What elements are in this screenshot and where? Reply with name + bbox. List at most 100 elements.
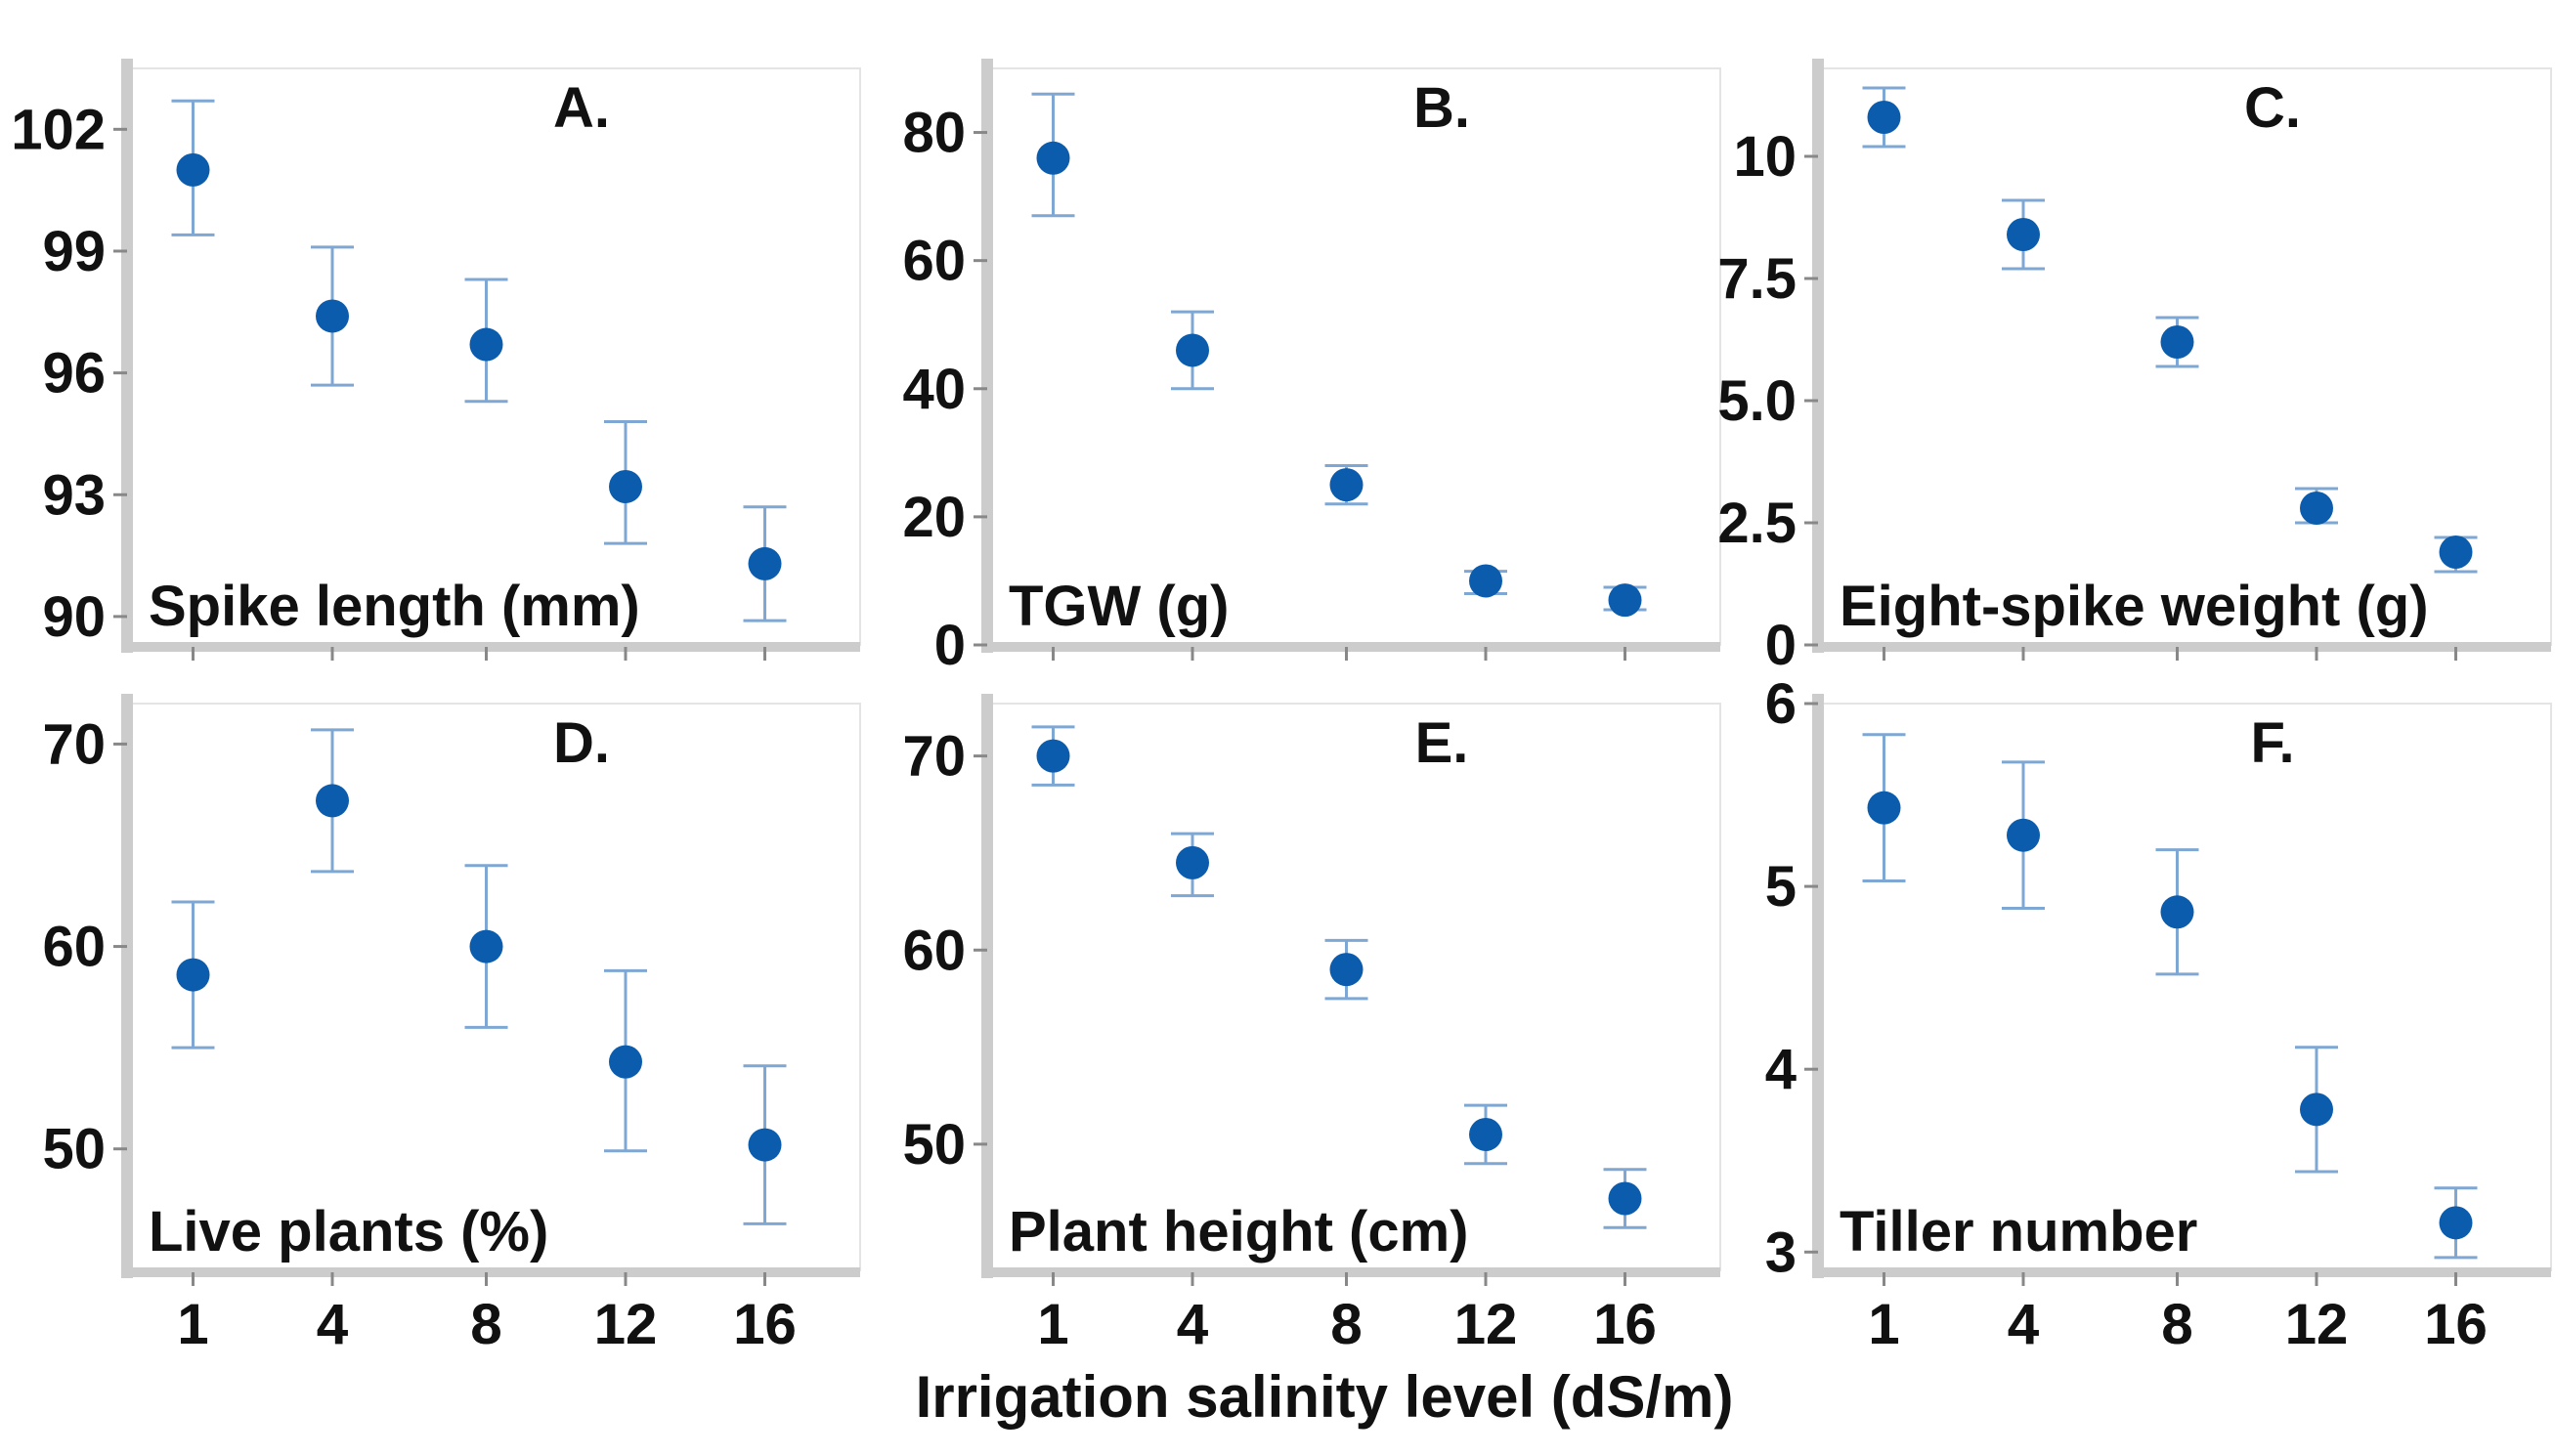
panel-d-x-tick-label: 16	[733, 1293, 797, 1356]
panel-d-data-point	[609, 1045, 642, 1079]
panel-e-data-point	[1176, 845, 1209, 879]
panel-a-x-tick-label: 16	[733, 1293, 797, 1356]
panel-d-x-tick-label: 4	[317, 1293, 348, 1356]
panel-f-data-point	[2160, 895, 2194, 929]
panel-d-x-tick-label: 8	[470, 1293, 501, 1356]
panel-e-x-tick-label: 16	[1593, 1293, 1657, 1356]
panel-a-y-tick-label: 99	[42, 220, 106, 283]
panel-c-x-tick-label: 8	[2161, 1293, 2192, 1356]
panel-b-x-tick-label: 1	[1037, 1293, 1068, 1356]
panel-f-x-tick-label: 8	[2161, 1293, 2192, 1356]
panel-f-x-tick-label: 12	[2285, 1293, 2349, 1356]
panel-e-letter: E.	[1415, 711, 1469, 775]
panel-b-data-point	[1469, 564, 1502, 598]
panel-a-data-point	[316, 299, 349, 333]
panel-a-letter: A.	[553, 76, 610, 140]
panel-f-y-tick-label: 3	[1765, 1220, 1797, 1284]
panel-a: 90 93 96 99 102 1 4 8 12 16 A. Spike length (mm)	[11, 59, 861, 1356]
panel-d-x-tick-label: 12	[594, 1293, 658, 1356]
panel-f-data-point	[2007, 818, 2040, 852]
panel-b-x-tick-label: 4	[1177, 1293, 1208, 1356]
panel-a-data-point	[176, 152, 210, 187]
panel-a-y-tick-label: 93	[42, 463, 106, 527]
panel-f-frame	[1817, 703, 2552, 1271]
panel-e-data-point	[1608, 1181, 1642, 1216]
panel-b-data-point	[1608, 583, 1642, 618]
panel-b-frame	[986, 67, 1721, 646]
panel-b-y-tick-label: 60	[902, 230, 966, 293]
panel-a-x-tick-label: 1	[177, 1293, 208, 1356]
panel-e-y-tick-label: 60	[902, 919, 966, 982]
panel-b-y-tick-label: 0	[934, 614, 966, 677]
panel-c-data-point	[2160, 325, 2194, 359]
panel-c-title: Eight-spike weight (g)	[1840, 575, 2429, 638]
panel-a-data-point	[469, 327, 503, 362]
panel-c-x-tick-label: 16	[2424, 1293, 2488, 1356]
panel-f-y-tick-label: 5	[1765, 855, 1797, 919]
panel-a-x-tick-label: 12	[594, 1293, 658, 1356]
panel-a-y-tick-label: 102	[11, 98, 106, 161]
panel-b-y-tick-label: 80	[902, 102, 966, 165]
panel-c-y-tick-label: 0	[1765, 614, 1797, 677]
panel-b: 0 20 40 60 80 1 4 8 12 16 B. TGW (g)	[902, 59, 1721, 1356]
panel-d-data-point	[469, 929, 503, 964]
panel-a-data-point	[748, 546, 782, 580]
panel-e-data-point	[1036, 739, 1070, 773]
panel-c-data-point	[2439, 535, 2473, 569]
panel-b-y-tick-label: 20	[902, 486, 966, 549]
panel-c-data-point	[1867, 101, 1901, 134]
panel-f: 3 4 5 6 1 4 8 12 16 F. Tiller number	[1765, 672, 2552, 1356]
panel-a-x-tick-label: 8	[470, 1293, 501, 1356]
panel-a-title: Spike length (mm)	[149, 575, 640, 638]
panel-c-y-tick-label: 10	[1733, 125, 1797, 189]
panel-f-data-point	[2300, 1092, 2333, 1127]
panel-e-x-tick-label: 1	[1037, 1293, 1068, 1356]
panel-f-x-tick-label: 1	[1868, 1293, 1899, 1356]
x-axis-label: Irrigation salinity level (dS/m)	[916, 1364, 1734, 1430]
panel-e-frame	[986, 703, 1721, 1271]
panel-d-data-point	[176, 958, 210, 992]
panel-d-data-point	[316, 784, 349, 818]
panel-c-x-tick-label: 12	[2285, 1293, 2349, 1356]
panel-c-data-point	[2007, 218, 2040, 251]
panel-e-title: Plant height (cm)	[1009, 1200, 1468, 1263]
panel-a-y-tick-label: 96	[42, 342, 106, 406]
panel-e-y-tick-label: 70	[902, 725, 966, 789]
panel-d-y-tick-label: 50	[42, 1118, 106, 1181]
panel-c: 0 2.5 5.0 7.5 10 1 4 8 12 16 C. Eight-spike weight …	[1717, 59, 2552, 1356]
panel-b-letter: B.	[1413, 76, 1470, 140]
panel-e-y-tick-label: 50	[902, 1113, 966, 1177]
panel-a-y-tick-label: 90	[42, 585, 106, 649]
panel-d-frame	[126, 703, 861, 1271]
panel-c-y-tick-label: 7.5	[1717, 247, 1797, 311]
panel-a-x-tick-label: 4	[317, 1293, 348, 1356]
panel-e-x-tick-label: 12	[1454, 1293, 1518, 1356]
panel-d-y-tick-label: 70	[42, 712, 106, 776]
panel-b-data-point	[1036, 141, 1070, 175]
panel-d-y-tick-label: 60	[42, 916, 106, 979]
panel-b-data-point	[1329, 468, 1364, 502]
panel-d-x-tick-label: 1	[177, 1293, 208, 1356]
panel-c-x-tick-label: 4	[2008, 1293, 2039, 1356]
panel-b-x-tick-label: 16	[1593, 1293, 1657, 1356]
panel-e-data-point	[1469, 1117, 1502, 1151]
panel-b-x-tick-label: 12	[1454, 1293, 1518, 1356]
panel-b-x-tick-label: 8	[1330, 1293, 1362, 1356]
panel-b-y-tick-label: 40	[902, 358, 966, 421]
panel-e-x-tick-label: 8	[1330, 1293, 1362, 1356]
panel-f-letter: F.	[2250, 711, 2294, 775]
panel-c-y-tick-label: 5.0	[1717, 369, 1797, 433]
panel-b-data-point	[1176, 333, 1209, 367]
panel-b-title: TGW (g)	[1009, 575, 1229, 638]
panel-d-letter: D.	[553, 711, 610, 775]
panel-f-y-tick-label: 6	[1765, 672, 1797, 736]
panel-d-data-point	[748, 1128, 782, 1162]
panel-e-x-tick-label: 4	[1177, 1293, 1208, 1356]
panel-d-title: Live plants (%)	[149, 1200, 548, 1263]
panel-a-data-point	[609, 469, 642, 503]
panel-f-data-point	[1867, 791, 1901, 825]
panel-f-x-tick-label: 4	[2008, 1293, 2039, 1356]
panel-c-y-tick-label: 2.5	[1717, 492, 1797, 555]
